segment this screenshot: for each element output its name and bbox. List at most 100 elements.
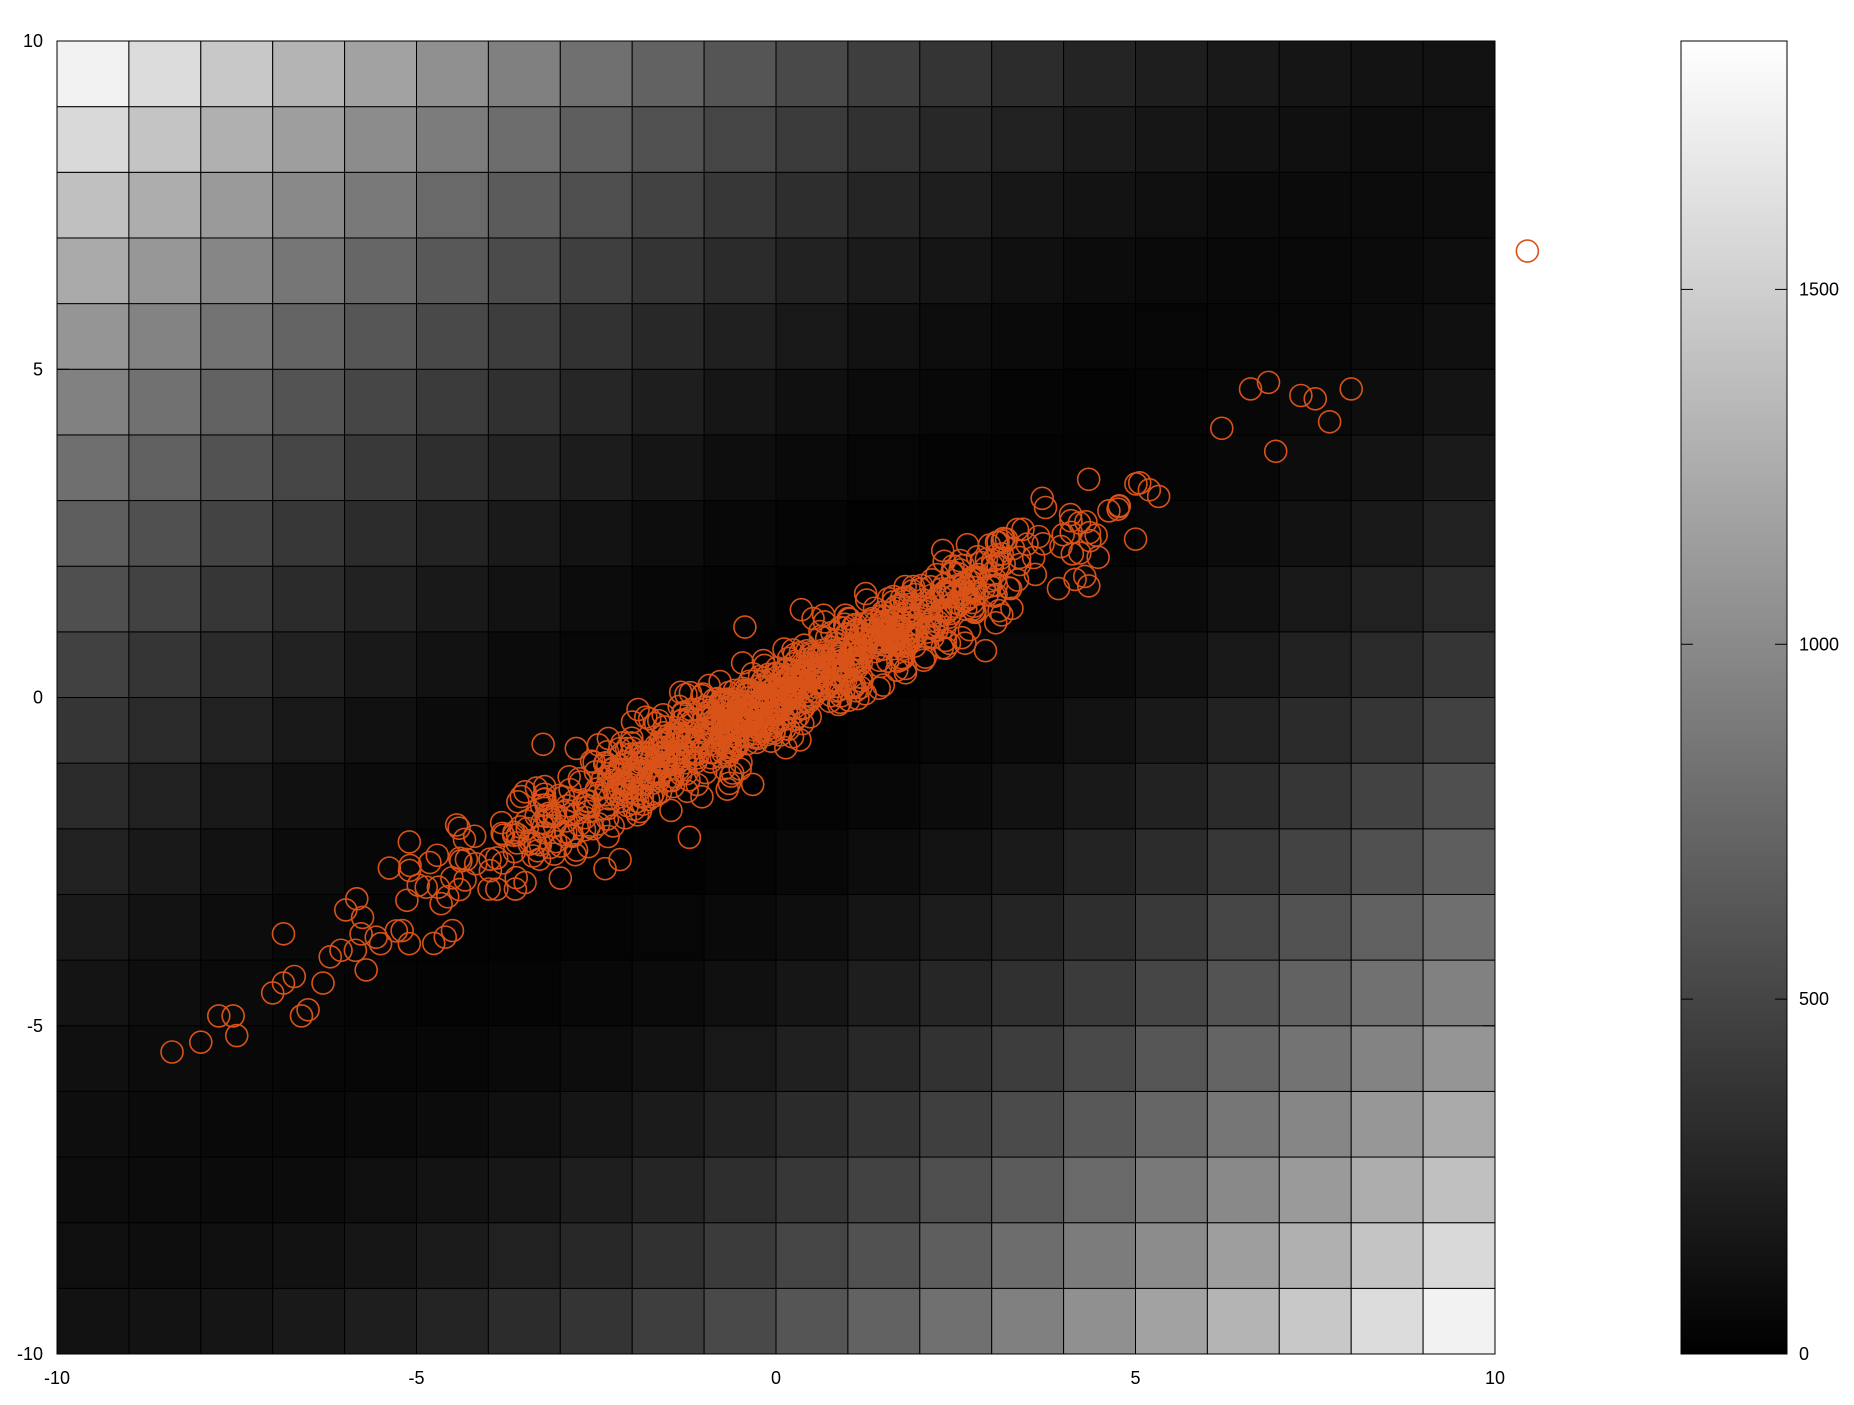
scatter-point	[624, 742, 648, 766]
heatmap-cell	[991, 434, 1065, 502]
heatmap-cell	[919, 106, 993, 173]
scatter-point	[296, 997, 320, 1022]
scatter-point	[790, 671, 815, 696]
heatmap-cell	[559, 40, 633, 108]
heatmap-cell	[128, 893, 202, 961]
scatter-point	[791, 651, 815, 676]
heatmap-cell	[1063, 893, 1136, 961]
scatter-point	[957, 617, 982, 642]
scatter-point	[893, 661, 918, 685]
heatmap-cell	[487, 171, 561, 239]
heatmap-cell	[1206, 697, 1280, 764]
heatmap-cell	[1135, 697, 1208, 764]
scatter-point	[1051, 522, 1075, 547]
heatmap-cell	[1350, 697, 1424, 764]
scatter-point	[894, 623, 919, 647]
heatmap-cell	[487, 1156, 561, 1224]
heatmap-cell	[703, 1090, 777, 1158]
scatter-point	[377, 856, 402, 880]
scatter-point	[567, 812, 592, 837]
heatmap-cell	[56, 1156, 130, 1224]
heatmap-cell	[1350, 762, 1424, 830]
heatmap-cell	[1135, 1156, 1208, 1224]
heatmap-cell	[847, 1025, 921, 1092]
scatter-point	[814, 676, 838, 701]
scatter-point	[603, 782, 627, 807]
scatter-point	[628, 799, 653, 824]
heatmap-cell	[919, 1222, 993, 1289]
heatmap-cell	[775, 1090, 849, 1158]
heatmap-cell	[919, 762, 993, 830]
scatter-point	[925, 586, 949, 611]
heatmap-cell	[344, 697, 418, 764]
heatmap-cell	[703, 893, 777, 961]
scatter-point	[677, 825, 702, 850]
heatmap-cell	[919, 434, 993, 502]
heatmap-cell	[1278, 1222, 1352, 1289]
heatmap-cell	[200, 893, 274, 961]
scatter-point	[700, 705, 724, 730]
heatmap-cell	[703, 500, 777, 567]
heatmap-cell	[847, 959, 921, 1027]
scatter-point	[740, 772, 765, 797]
heatmap-cell	[416, 434, 489, 502]
heatmap-cell	[56, 106, 130, 173]
heatmap-cell	[631, 237, 705, 305]
heatmap-cell	[200, 368, 274, 436]
heatmap-cell	[559, 434, 633, 502]
heatmap-cell	[416, 697, 489, 764]
heatmap-cell	[200, 762, 274, 830]
heatmap-cell	[200, 1156, 274, 1224]
heatmap-cell	[1063, 1025, 1136, 1092]
heatmap-cell	[487, 1222, 561, 1289]
heatmap-cell	[847, 828, 921, 895]
heatmap-cell	[1422, 631, 1496, 698]
heatmap-cell	[344, 1090, 418, 1158]
heatmap-cell	[487, 237, 561, 305]
scatter-point	[746, 726, 770, 751]
heatmap-cell	[1206, 434, 1280, 502]
heatmap-cell	[775, 434, 849, 502]
scatter-point	[1023, 562, 1048, 587]
scatter-point	[384, 919, 409, 943]
heatmap-cell	[1422, 106, 1496, 173]
heatmap-cell	[200, 959, 274, 1027]
heatmap-cell	[703, 40, 777, 108]
heatmap-cell	[200, 237, 274, 305]
heatmap-cell	[56, 565, 130, 633]
heatmap-cell	[344, 1222, 418, 1289]
scatter-point	[758, 678, 783, 703]
heatmap-cell	[775, 828, 849, 895]
heatmap-cell	[128, 959, 202, 1027]
heatmap-cell	[703, 434, 777, 502]
heatmap-cell	[919, 368, 993, 436]
heatmap-cell	[991, 40, 1065, 108]
scatter-point	[790, 711, 815, 736]
heatmap-cell	[1206, 237, 1280, 305]
heatmap-cell	[416, 1222, 489, 1289]
heatmap-cell	[775, 500, 849, 567]
heatmap-cell	[775, 303, 849, 370]
scatter-point	[1046, 576, 1071, 601]
heatmap-cell	[703, 106, 777, 173]
heatmap-cell	[56, 368, 130, 436]
scatter-point	[837, 688, 861, 712]
x-tick-label: 10	[1485, 1368, 1505, 1388]
scatter-point	[1238, 377, 1263, 401]
scatter-point	[462, 824, 487, 849]
heatmap-cell	[631, 893, 705, 961]
heatmap-cell	[272, 1156, 346, 1224]
heatmap-cell	[703, 565, 777, 633]
heatmap-cell	[272, 303, 346, 370]
heatmap-cell	[272, 1025, 346, 1092]
x-axis: -10 -5 0 5 10	[44, 41, 1505, 1388]
heatmap-cell	[128, 1090, 202, 1158]
heatmap-cell	[416, 303, 489, 370]
heatmap-cell	[1278, 40, 1352, 108]
heatmap-cell	[559, 1287, 633, 1355]
heatmap-cell	[919, 893, 993, 961]
scatter-point	[953, 597, 978, 621]
heatmap-cell	[272, 631, 346, 698]
heatmap-cell	[200, 1222, 274, 1289]
